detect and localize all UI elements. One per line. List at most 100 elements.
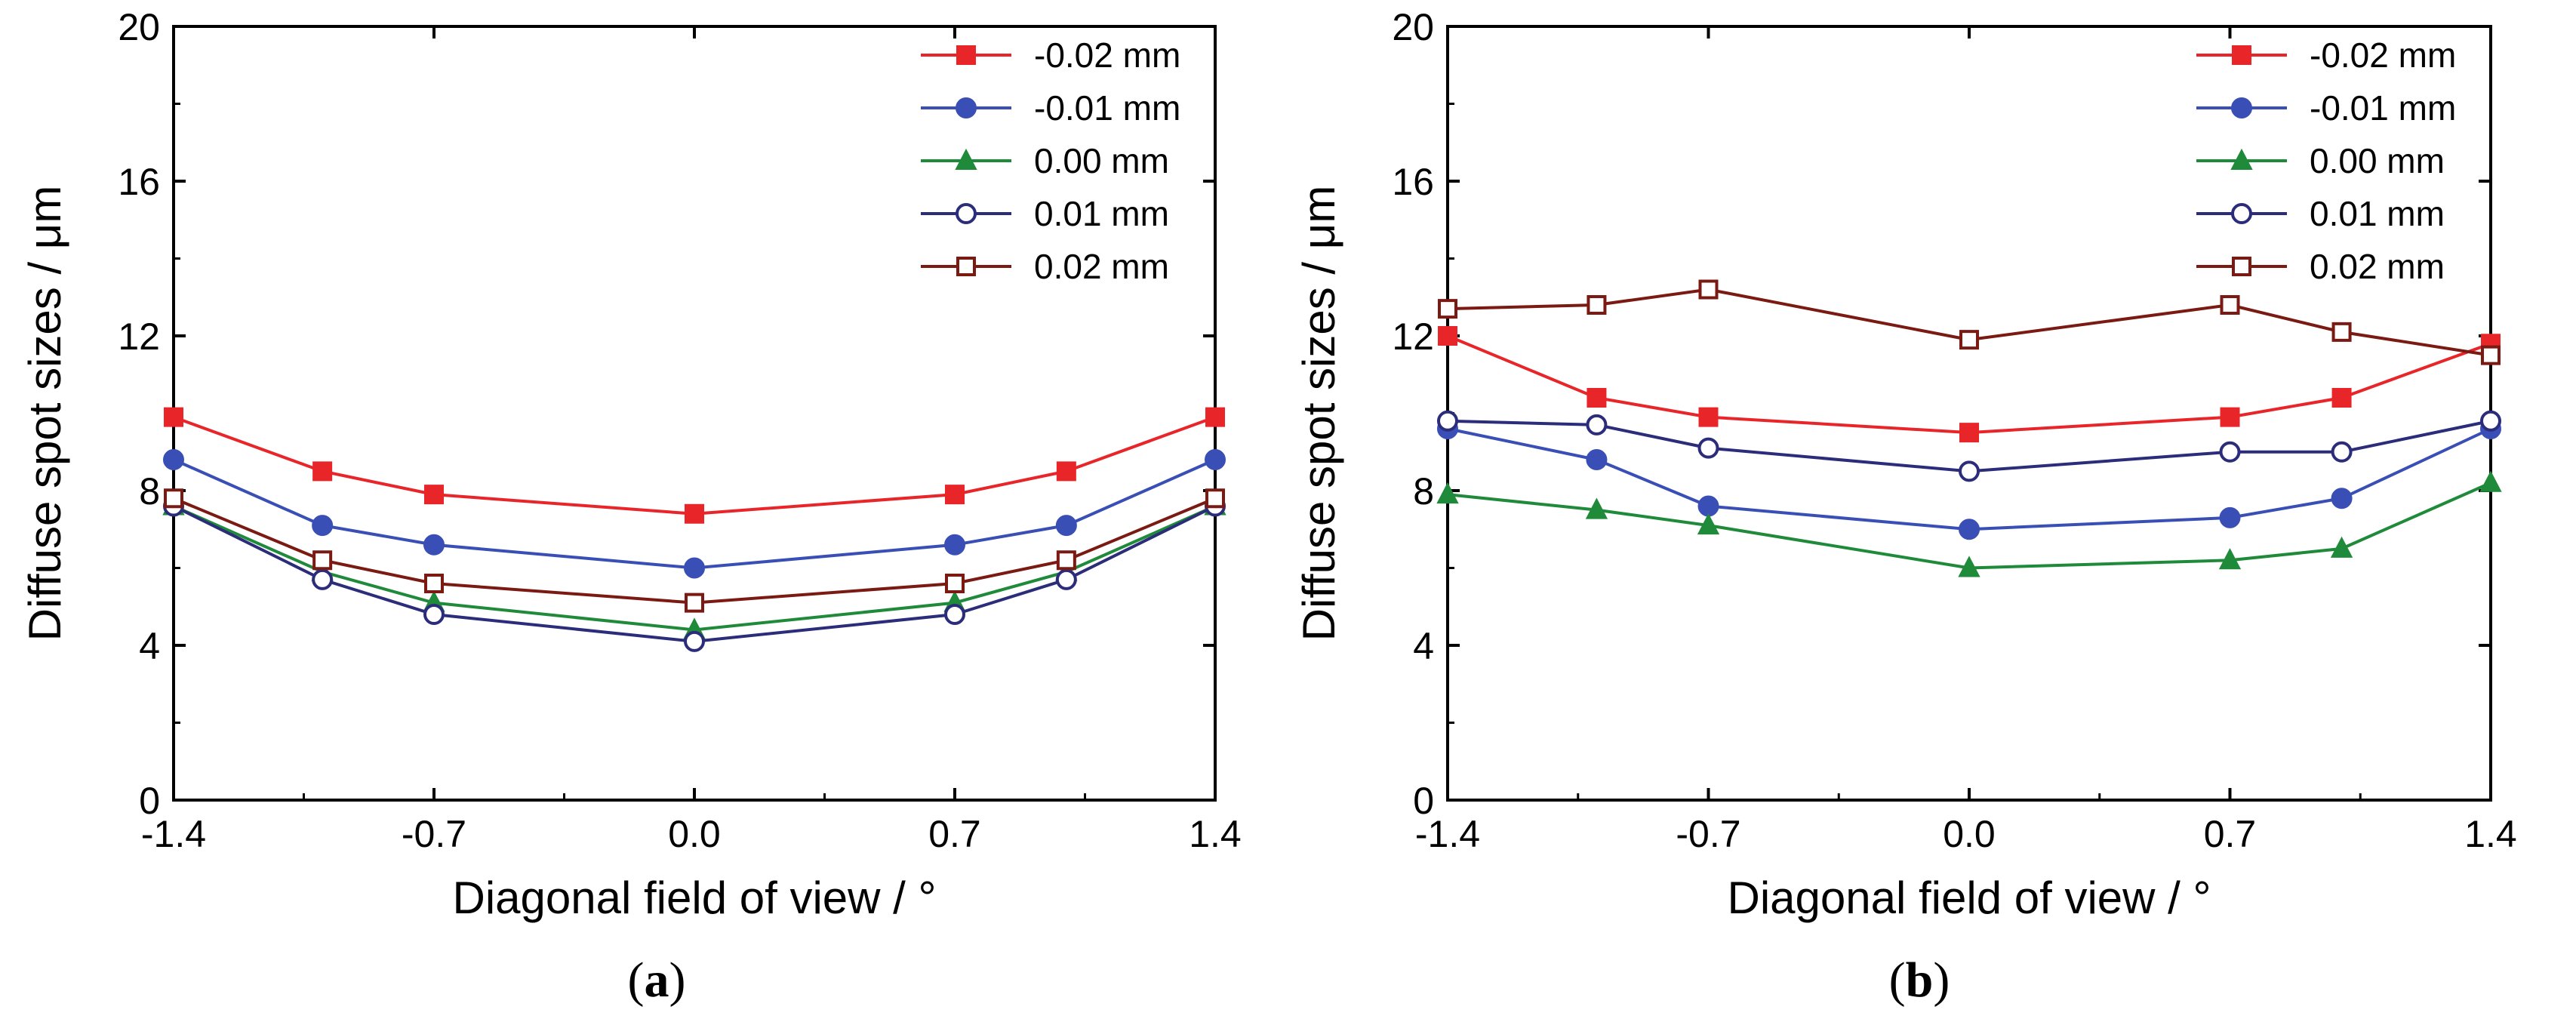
panel-a-series-0-point xyxy=(1056,461,1076,482)
panel-a-x-tick-label: -0.7 xyxy=(402,813,466,855)
panel-a-x-tick-label: 0.0 xyxy=(668,813,721,855)
panel-a-series-1-point xyxy=(312,515,334,537)
panel-a-series-4-point xyxy=(1205,488,1225,509)
panel-a-legend-marker-4 xyxy=(956,257,976,276)
panel-b-legend-label-1: -0.01 mm xyxy=(2310,88,2456,128)
panel-b-series-1-point xyxy=(1697,495,1719,517)
panel-b-x-tick-label: 1.4 xyxy=(2464,813,2517,855)
panel-a-legend-marker-2 xyxy=(955,148,977,170)
panel-b-legend-marker-1 xyxy=(2231,97,2252,119)
panel-a-series-1-point xyxy=(163,449,184,470)
panel-b-series-2-point xyxy=(1436,482,1459,504)
panel-b-y-axis-title: Diffuse spot sizes / μm xyxy=(1294,186,1344,642)
panel-b-y-tick-label: 8 xyxy=(1413,470,1434,512)
panel-b-series-3-point xyxy=(2480,410,2501,432)
panel-a-series-0-point xyxy=(164,407,183,427)
panel-b-legend-label-4: 0.02 mm xyxy=(2310,247,2445,286)
panel-b-series-4-point xyxy=(1698,279,1719,300)
panel-b-series-4-point xyxy=(2331,322,2352,342)
panel-b-series-2-point xyxy=(1697,512,1720,535)
panel-a-legend-marker-0 xyxy=(956,45,976,65)
panel-b-series-4-point xyxy=(2220,295,2240,315)
panel-b-x-tick-label: 0.0 xyxy=(1943,813,1996,855)
panel-a-y-tick-label: 20 xyxy=(118,6,160,48)
panel-b-x-tick-label: -1.4 xyxy=(1415,813,1480,855)
panel-a-series-1-point xyxy=(423,534,445,556)
panel-a-y-tick-label: 0 xyxy=(139,780,160,822)
panel-b-series-3-point xyxy=(1959,460,1980,482)
panel-b-series-2-point xyxy=(2218,548,2242,570)
panel-a-series-0-point xyxy=(685,503,704,524)
panel-b-series-3-point xyxy=(2219,441,2241,463)
panel-b-x-axis-title: Diagonal field of view / ° xyxy=(1728,873,2211,923)
panel-b-y-tick-label: 20 xyxy=(1392,6,1434,48)
panel-b-series-0-point xyxy=(1698,407,1719,427)
panel-b-y-tick-label: 0 xyxy=(1413,780,1434,822)
panel-b-series-4-point xyxy=(1587,295,1607,315)
panel-b-series-3-point xyxy=(1697,437,1719,459)
panel-a-series-3-point xyxy=(423,604,445,625)
panel-a-series-0-point xyxy=(1205,407,1225,427)
panel-b-series-0-point xyxy=(2331,388,2352,408)
panel-a-x-tick-label: 0.7 xyxy=(928,813,981,855)
panel-b-series-2-point xyxy=(1958,556,1980,577)
panel-b-series-1-point xyxy=(2331,488,2353,509)
panel-a-series-3-point xyxy=(944,604,965,625)
panel-a-y-tick-label: 8 xyxy=(139,470,160,512)
panel-b-legend-label-3: 0.01 mm xyxy=(2310,194,2445,233)
panel-b-series-1-point xyxy=(1959,519,1980,540)
panel-b-series-1-point xyxy=(2219,506,2241,528)
panel-b-legend-marker-0 xyxy=(2232,45,2251,65)
panel-a-series-0-point xyxy=(424,485,444,505)
panel-b-legend-label-2: 0.00 mm xyxy=(2310,141,2445,180)
panel-a-series-4-point xyxy=(1056,550,1076,571)
panel-b-series-4-point xyxy=(1959,330,1979,350)
panel-b-series-3-point xyxy=(1586,414,1608,436)
panel-a-legend-label-1: -0.01 mm xyxy=(1034,88,1180,128)
panel-b-legend-label-0: -0.02 mm xyxy=(2310,35,2456,75)
panel-a-legend-label-3: 0.01 mm xyxy=(1034,194,1169,233)
panel-a-x-axis-title: Diagonal field of view / ° xyxy=(453,873,937,923)
panel-b-series-2-point xyxy=(1585,497,1608,519)
panel-a-y-tick-label: 12 xyxy=(118,316,160,358)
panel-a-series-1-point xyxy=(1205,449,1226,470)
panel-a-legend-label-2: 0.00 mm xyxy=(1034,141,1169,180)
panel-a-y-axis-title: Diffuse spot sizes / μm xyxy=(20,186,70,642)
panel-b-y-tick-label: 4 xyxy=(1413,625,1434,667)
panel-a-legend-label-4: 0.02 mm xyxy=(1034,247,1169,286)
panel-a-series-4-point xyxy=(312,550,333,571)
panel-a-legend-label-0: -0.02 mm xyxy=(1034,35,1180,75)
panel-a-y-tick-label: 16 xyxy=(118,161,160,203)
panel-b-x-tick-label: 0.7 xyxy=(2204,813,2257,855)
panel-a-y-tick-label: 4 xyxy=(139,625,160,667)
panel-b-label: (b) xyxy=(1889,953,1950,1008)
panel-a-legend-marker-3 xyxy=(956,203,977,224)
panel-b-series-0-point xyxy=(1587,388,1607,408)
panel-a-series-1-point xyxy=(1055,515,1077,537)
panel-b-legend-marker-3 xyxy=(2231,203,2252,224)
panel-b-series-2-point xyxy=(2330,536,2353,558)
panel-a-series-3-point xyxy=(684,630,705,652)
panel-b-y-tick-label: 12 xyxy=(1392,316,1434,358)
panel-a-series-4-point xyxy=(164,488,183,509)
panel-a-series-1-point xyxy=(944,534,965,556)
panel-a-series-0-point xyxy=(945,485,965,505)
panel-b: -1.4 -0.7 0.0 0.7 1.4 0 4 8 12 16 20 Diagonal field… xyxy=(1294,6,2517,1008)
panel-a-series-4-point xyxy=(685,593,704,613)
panel-a-series-4-point xyxy=(945,574,965,593)
panel-b-series-3-point xyxy=(2331,441,2353,463)
panel-b-series-4-point xyxy=(1438,299,1457,319)
panel-b-y-tick-label: 16 xyxy=(1392,161,1434,203)
panel-a-plot: -1.4 -0.7 0.0 0.7 1.4 0 4 8 12 16 20 Diagonal field… xyxy=(20,6,1242,923)
panel-b-series-0-point xyxy=(1959,423,1979,443)
panel-a-series-1-point xyxy=(684,557,705,579)
panel-b-series-1-point xyxy=(1586,449,1608,470)
panel-a-x-tick-label: -1.4 xyxy=(141,813,206,855)
panel-a-x-tick-label: 1.4 xyxy=(1189,813,1242,855)
panel-a-series-0-point xyxy=(312,461,333,482)
panel-a-series-3-point xyxy=(1055,568,1077,590)
panel-b-series-3-point xyxy=(1437,410,1458,432)
panel-b-x-tick-label: -0.7 xyxy=(1676,813,1740,855)
panel-a-series-4-point xyxy=(424,574,444,593)
